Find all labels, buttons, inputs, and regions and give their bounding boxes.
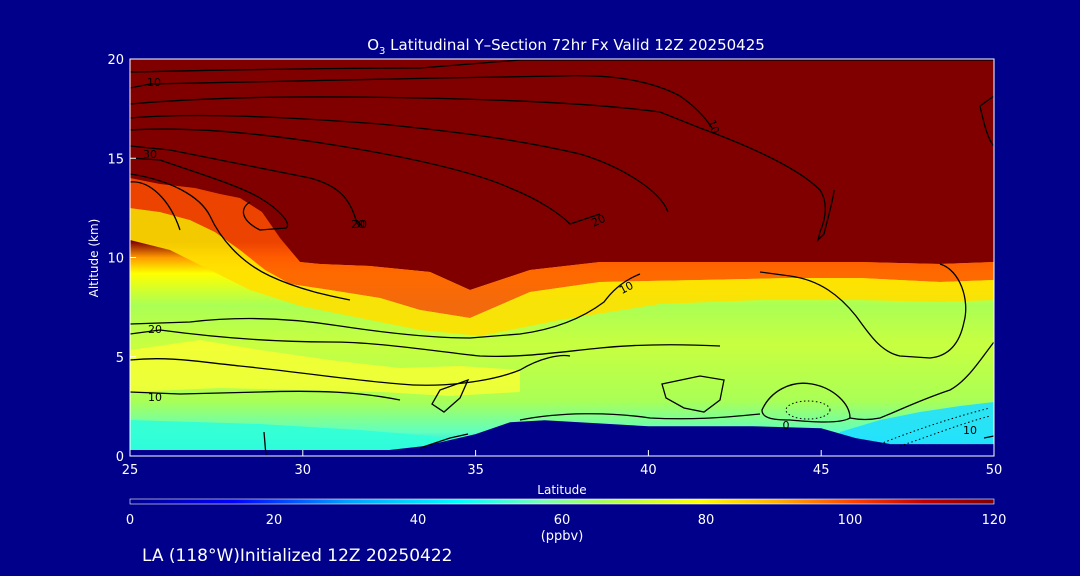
contour-line <box>983 435 994 439</box>
x-tick-label: 35 <box>467 463 484 478</box>
x-axis: 25 30 35 40 45 50 <box>122 450 1003 478</box>
y-tick-label: 15 <box>107 152 124 167</box>
y-tick-label: 0 <box>116 450 124 465</box>
contour-line <box>759 263 967 359</box>
y-tick-label: 5 <box>116 351 124 366</box>
contour-line <box>130 128 601 225</box>
colorbar-tick-label: 0 <box>126 513 134 528</box>
contour-line <box>130 354 571 386</box>
ozone-yellow-band <box>130 208 994 336</box>
footer-caption: LA (118°W)Initialized 12Z 20250422 <box>142 546 452 566</box>
colorbar-ticks: 0 20 40 60 80 100 120 <box>126 513 1007 528</box>
contour-line <box>431 378 470 413</box>
contour-label: 10 <box>963 424 977 437</box>
footer-location: LA (118°W) <box>142 546 240 566</box>
contour-line <box>263 431 267 456</box>
contour-label: 30 <box>353 218 367 231</box>
ozone-transition-band <box>130 178 994 318</box>
contour-line <box>130 96 835 243</box>
ozone-lower-yellow-layer <box>130 340 520 396</box>
contour-line <box>661 375 725 413</box>
dotted-contours <box>785 400 991 447</box>
contour-line <box>130 75 713 129</box>
ozone-near-surface-cyan <box>130 420 460 456</box>
stratospheric-ozone-region <box>130 59 994 290</box>
contour-label: 20 <box>589 212 607 230</box>
colorbar-tick-label: 40 <box>410 513 427 528</box>
contour-line <box>130 173 351 301</box>
chart-title: O3 Latitudinal Y–Section 72hr Fx Valid 1… <box>367 36 765 57</box>
colorbar-tick-label: 80 <box>698 513 715 528</box>
contour-line <box>130 329 721 358</box>
contour-line <box>130 273 641 339</box>
contour-label: 10 <box>148 391 162 404</box>
contour-line <box>130 59 994 73</box>
x-tick-label: 50 <box>986 463 1003 478</box>
colorbar-tick-label: 20 <box>266 513 283 528</box>
contour-label: 30 <box>143 148 157 161</box>
y-tick-label: 20 <box>107 53 124 68</box>
contour-label: 20 <box>351 218 365 231</box>
contour-label: 0 <box>783 419 790 432</box>
contour-line <box>419 433 469 449</box>
colorbar-tick-label: 100 <box>838 513 863 528</box>
x-tick-label: 30 <box>295 463 312 478</box>
contour-line <box>130 181 181 231</box>
contour-label: 20 <box>148 323 162 336</box>
x-tick-label: 40 <box>640 463 657 478</box>
contour-line <box>130 114 669 213</box>
y-axis: 0 5 10 15 20 <box>107 53 136 465</box>
contour-lines <box>130 59 994 456</box>
contour-line <box>130 145 363 227</box>
contour-line <box>519 413 761 421</box>
colorbar-tick-label: 120 <box>982 513 1007 528</box>
colorbar-unit: (ppbv) <box>541 529 584 544</box>
contour-line <box>761 382 851 423</box>
colorbar <box>129 498 995 505</box>
x-axis-label: Latitude <box>537 483 586 497</box>
y-axis-label: Altitude (km) <box>87 219 101 298</box>
x-tick-label: 25 <box>122 463 139 478</box>
contour-line <box>979 95 994 147</box>
contour-label: 10 <box>617 279 635 297</box>
colorbar-tick-label: 60 <box>554 513 571 528</box>
y-tick-label: 10 <box>107 252 124 267</box>
terrain-mask <box>130 420 994 456</box>
contour-line <box>130 157 289 231</box>
footer-initialized: Initialized 12Z 20250422 <box>240 546 453 566</box>
contour-line <box>849 341 994 421</box>
dotted-contour <box>785 400 831 420</box>
contour-line <box>130 390 401 401</box>
contour-label: 10 <box>705 118 722 136</box>
contour-label: 10 <box>147 76 161 89</box>
x-tick-label: 45 <box>813 463 830 478</box>
